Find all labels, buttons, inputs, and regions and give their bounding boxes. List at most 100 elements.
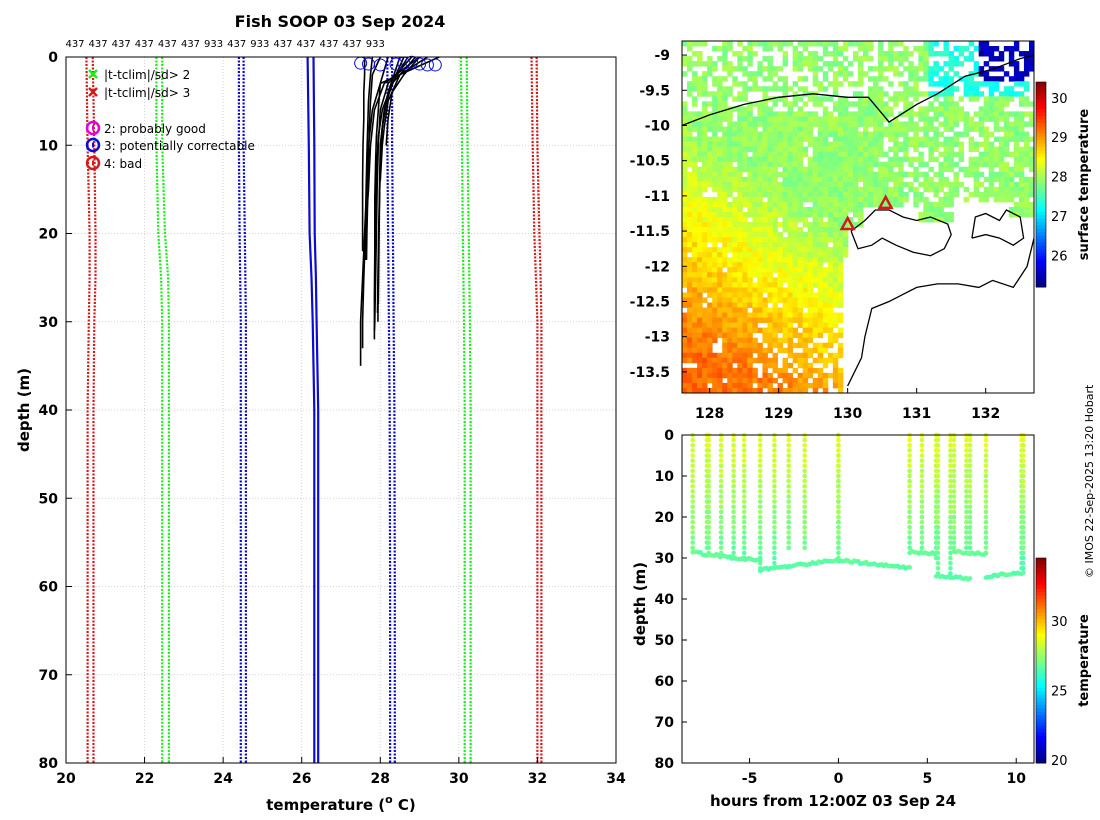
- ts-sample-point: [731, 545, 736, 551]
- sst-pixel: [757, 282, 763, 288]
- sst-pixel: [847, 176, 854, 183]
- sst-pixel: [822, 237, 829, 243]
- sst-pixel: [792, 141, 799, 147]
- sst-pixel: [742, 176, 748, 183]
- sst-pixel: [973, 166, 980, 173]
- sst-pixel: [903, 86, 909, 92]
- sst-pixel: [792, 237, 799, 243]
- ts-sample-point: [836, 484, 841, 489]
- sst-pixel: [782, 196, 788, 203]
- sst-pixel: [948, 161, 954, 168]
- sst-pixel: [847, 196, 854, 203]
- ts-sample-point: [772, 468, 777, 474]
- ts-sample-point: [964, 494, 969, 499]
- sst-pixel: [797, 141, 804, 147]
- sst-pixel: [797, 161, 804, 168]
- sst-pixel: [983, 41, 990, 47]
- sst-pixel: [792, 151, 799, 158]
- sst-pixel: [737, 201, 743, 208]
- sst-pixel: [792, 136, 799, 142]
- ts-sample-point: [802, 484, 807, 489]
- sst-pixel: [832, 227, 839, 233]
- ts-sample-point: [983, 478, 989, 484]
- sst-pixel: [868, 161, 874, 168]
- sst-pixel: [772, 242, 778, 248]
- sst-pixel: [692, 191, 698, 198]
- colorbar-tick-label: 20: [1051, 754, 1068, 769]
- ts-sample-point: [802, 458, 807, 463]
- sst-pixel: [938, 196, 944, 203]
- ts-sample-point: [731, 478, 736, 484]
- map-x-tick-label: 130: [833, 406, 862, 422]
- sst-pixel: [878, 126, 884, 132]
- sst-pixel: [767, 71, 773, 77]
- sst-pixel: [762, 161, 768, 168]
- sst-pixel: [837, 96, 844, 102]
- sst-pixel: [988, 56, 995, 62]
- sst-pixel: [792, 51, 799, 57]
- qc-flag3-marker: [413, 57, 427, 71]
- sst-pixel: [812, 56, 819, 62]
- sst-pixel: [998, 191, 1005, 198]
- sst-pixel: [772, 211, 778, 218]
- sst-pixel: [752, 101, 758, 107]
- sst-pixel: [732, 227, 738, 233]
- sst-pixel: [707, 347, 713, 354]
- sst-pixel: [807, 267, 814, 273]
- sst-pixel: [702, 382, 708, 389]
- sst-pixel: [903, 136, 909, 142]
- ts-sample-point: [741, 519, 747, 525]
- ts-sample-point: [935, 509, 941, 515]
- sst-pixel: [682, 332, 688, 339]
- sst-pixel: [883, 151, 889, 158]
- sst-pixel: [817, 342, 824, 349]
- ts-sample-point: [951, 453, 957, 458]
- sst-pixel: [822, 176, 829, 183]
- sst-pixel: [722, 171, 728, 178]
- ts-background: [682, 435, 1034, 763]
- sst-pixel: [948, 116, 954, 122]
- sst-pixel: [787, 287, 794, 293]
- sst-pixel: [888, 46, 894, 52]
- ts-sample-point: [741, 494, 747, 499]
- sst-pixel: [1018, 71, 1025, 77]
- sst-pixel: [712, 362, 718, 369]
- sst-pixel: [712, 116, 718, 122]
- sst-pixel: [817, 196, 824, 203]
- sst-pixel: [832, 156, 839, 163]
- ts-sample-point: [786, 509, 791, 515]
- sst-pixel: [767, 61, 773, 67]
- ts-sample-point: [907, 478, 912, 484]
- top-count-label: 437: [296, 39, 315, 50]
- sst-pixel: [878, 161, 884, 168]
- sst-pixel: [747, 317, 753, 323]
- sst-pixel: [742, 131, 748, 137]
- sst-pixel: [757, 237, 763, 243]
- sst-pixel: [792, 222, 799, 228]
- colorbar-segment: [1036, 242, 1046, 247]
- sst-pixel: [812, 81, 819, 87]
- colorbar-segment: [1036, 592, 1046, 597]
- sst-pixel: [797, 217, 804, 223]
- sst-pixel: [727, 237, 733, 243]
- ts-sample-point: [948, 555, 953, 561]
- sst-pixel: [757, 277, 763, 283]
- sst-pixel: [973, 86, 980, 92]
- sst-pixel: [1028, 206, 1034, 213]
- sst-pixel: [772, 217, 778, 223]
- sst-pixel: [923, 206, 929, 213]
- ts-sample-point: [690, 458, 695, 463]
- sst-pixel: [1018, 201, 1025, 208]
- ts-sample-point: [935, 499, 941, 504]
- sst-pixel: [832, 317, 839, 323]
- sst-pixel: [712, 327, 718, 334]
- sst-pixel: [742, 56, 748, 62]
- sst-pixel: [807, 116, 814, 122]
- sst-pixel: [842, 121, 849, 127]
- sst-pixel: [1018, 161, 1025, 168]
- profile-line: [364, 56, 374, 260]
- sst-pixel: [993, 171, 1000, 178]
- sst-pixel: [742, 357, 748, 364]
- ts-sample-point: [706, 489, 711, 494]
- ts-sample-point: [757, 478, 763, 484]
